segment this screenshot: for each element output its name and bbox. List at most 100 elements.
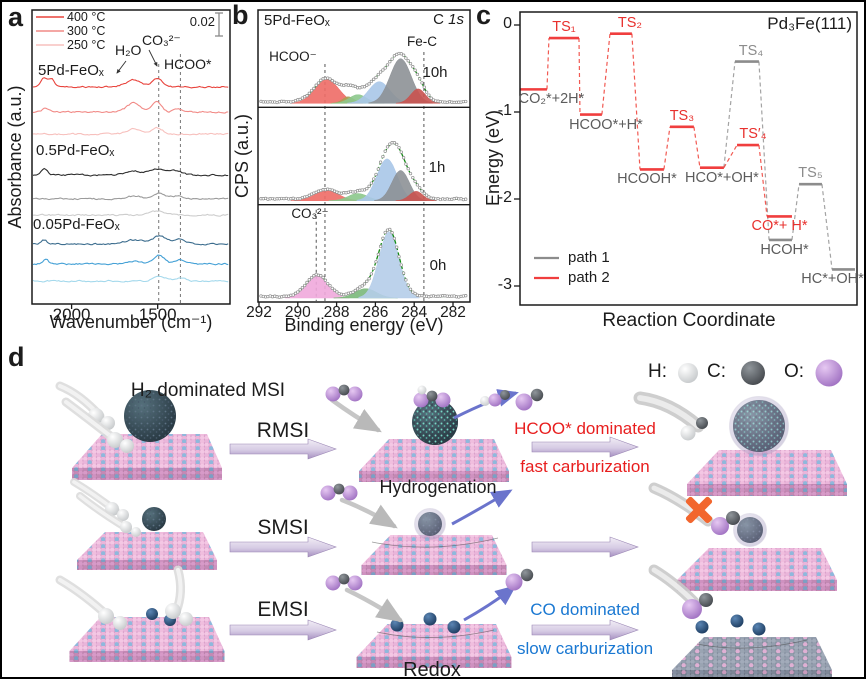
atom-sphere: [320, 485, 336, 501]
b-data-marker: [298, 97, 302, 102]
b-data-marker: [296, 290, 300, 294]
b-data-marker: [353, 288, 357, 293]
d-hydrogenation-label: Hydrogenation: [379, 477, 497, 497]
c-y-tick-label: 0: [503, 15, 512, 32]
b-data-marker: [369, 79, 374, 84]
a-spectrum-trace: [32, 210, 229, 217]
a-spectrum-trace: [32, 235, 229, 246]
b-data-marker: [381, 68, 385, 72]
d-note-hcoo-dominated: HCOO* dominated: [514, 419, 656, 438]
b-data-marker: [424, 90, 429, 94]
c-surface-title: Pd₃Fe(111): [767, 14, 852, 33]
d-note-slow-carburization: slow carburization: [516, 639, 654, 658]
panel-d-tag: d: [8, 342, 25, 372]
b-data-marker: [401, 271, 406, 275]
b-data-marker: [427, 93, 431, 97]
support-slab-front: [69, 651, 225, 662]
c-level-label-HCO: HCO*+OH*: [685, 169, 759, 186]
b-data-marker: [319, 274, 323, 278]
b-data-marker: [383, 66, 387, 70]
b-time-1h: 1h: [428, 159, 446, 176]
b-data-marker: [372, 177, 376, 181]
atom-sphere: [488, 393, 502, 407]
b-data-marker: [330, 286, 334, 291]
c-level-label-TS2: TS₂: [617, 14, 643, 31]
b-data-marker: [408, 171, 413, 176]
atom-sphere: [435, 392, 451, 408]
atom-sphere: [146, 608, 158, 620]
b-data-marker: [385, 145, 390, 149]
surface-arc: [376, 629, 495, 638]
b-data-marker: [332, 288, 337, 292]
atom-sphere: [500, 390, 510, 400]
a-spectrum-trace: [32, 77, 229, 89]
b-data-marker: [392, 141, 397, 145]
c-path-connector: [601, 33, 611, 115]
b-peak-label-hcoo: HCOO⁻: [269, 49, 317, 64]
b-data-marker: [307, 91, 311, 95]
atom-sphere: [741, 361, 765, 385]
b-data-marker: [328, 77, 332, 81]
c-path-connector: [723, 144, 738, 168]
b-data-marker: [392, 236, 397, 241]
atom-sphere: [179, 612, 193, 626]
b-data-marker: [411, 65, 415, 69]
c-y-tick-label: -3: [497, 276, 512, 293]
b-data-marker: [406, 283, 410, 287]
a-group-005pd: 0.05Pd-FeOₓ: [33, 216, 120, 233]
particle-shell: [733, 513, 767, 547]
c-path-connector: [578, 38, 581, 115]
atom-sphere: [678, 363, 698, 383]
a-spectrum-trace: [32, 275, 229, 283]
b-data-marker: [369, 272, 374, 276]
panel-c-tag: c: [476, 0, 492, 30]
c-path-connector: [821, 184, 833, 270]
b-data-marker: [367, 184, 371, 188]
support-slab-top: [687, 450, 847, 484]
atom-sphere: [325, 386, 341, 402]
b-data-marker: [406, 167, 410, 171]
b-data-marker: [372, 266, 376, 271]
a-legend-250: 250 °C: [67, 38, 106, 52]
b-x-tick-label: 286: [362, 304, 389, 321]
b-data-marker: [367, 277, 371, 281]
c-y-tick-label: -1: [497, 102, 512, 119]
atom-sphere: [120, 521, 132, 533]
b-data-marker: [399, 263, 403, 267]
atom-sphere: [480, 396, 490, 406]
b-data-marker: [351, 290, 355, 294]
b-y-axis-label: CPS (a.u.): [231, 113, 252, 199]
c-level-label-TS4p: TS′₄: [739, 126, 767, 143]
b-data-marker: [388, 227, 392, 232]
c-path-connector: [758, 144, 768, 217]
b-data-marker: [395, 142, 399, 147]
panel-a-tag: a: [8, 2, 24, 32]
b-data-marker: [381, 154, 385, 159]
support-slab-top: [677, 548, 837, 580]
a-annotation-arrow: [148, 49, 158, 67]
b-data-marker: [429, 96, 433, 100]
b-data-marker: [360, 284, 364, 288]
particle-shell: [414, 508, 446, 540]
support-slab-top: [672, 637, 832, 670]
atom-sphere: [505, 573, 523, 591]
b-data-marker: [369, 181, 374, 185]
support-slab-top: [77, 532, 217, 560]
b-data-marker: [372, 77, 376, 81]
b-sample-label: 5Pd-FeOₓ: [264, 12, 330, 29]
blocked-cross-icon: [685, 496, 713, 524]
support-slab-top: [356, 624, 512, 657]
c-level-label-HCOOH: HCOOH*: [617, 171, 677, 188]
atom-sphere: [696, 417, 708, 429]
b-data-marker: [422, 191, 426, 195]
b-data-marker: [404, 162, 408, 166]
d-row-label-emsi: EMSI: [257, 598, 309, 621]
b-x-tick-label: 284: [401, 304, 428, 321]
atom-sphere: [98, 608, 114, 624]
b-data-marker: [321, 275, 325, 280]
b-x-axis-label: Binding energy (eV): [284, 315, 444, 335]
b-data-marker: [376, 72, 380, 77]
b-data-marker: [307, 278, 311, 282]
c-path-connector: [758, 61, 770, 240]
